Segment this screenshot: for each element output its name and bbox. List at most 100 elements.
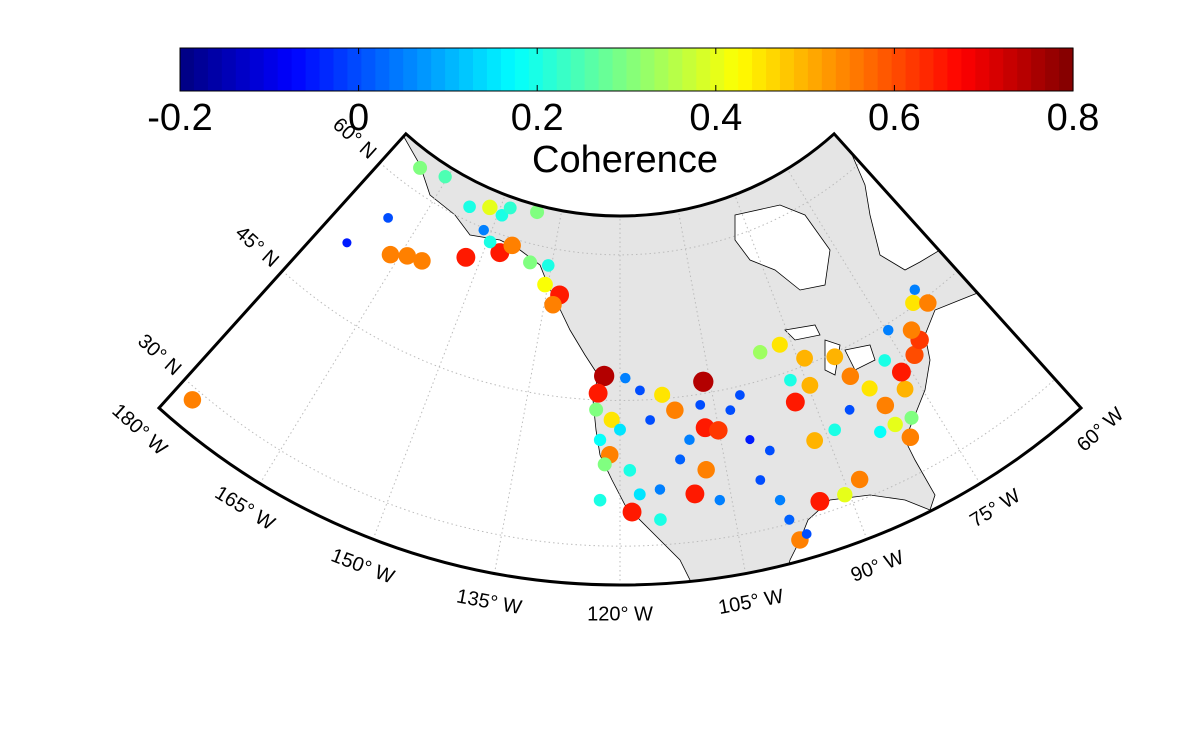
- lat-label: 30° N: [133, 330, 185, 380]
- colorbar-cell: [417, 48, 432, 91]
- colorbar-cell: [766, 48, 781, 91]
- colorbar-cell: [584, 48, 600, 91]
- colorbar-cell: [919, 48, 935, 91]
- colorbar-tick-label: 0.4: [689, 97, 742, 139]
- station-point: [478, 224, 489, 236]
- colorbar-cell: [333, 48, 349, 91]
- colorbar-cell: [793, 48, 809, 91]
- station-point: [589, 402, 604, 417]
- station-point: [801, 529, 812, 539]
- station-point: [413, 252, 431, 270]
- colorbar-cell: [361, 48, 376, 91]
- station-point: [801, 376, 819, 394]
- station-point: [633, 488, 646, 501]
- lon-label: 60° W: [1073, 403, 1128, 456]
- colorbar-tick-label: 0.6: [868, 97, 921, 139]
- station-point: [752, 345, 768, 360]
- colorbar-frame: [179, 47, 1074, 92]
- colorbar-tick-label: 0.8: [1047, 97, 1100, 139]
- station-point: [837, 486, 853, 503]
- station-point: [896, 380, 914, 398]
- station-point: [785, 392, 805, 412]
- station-point: [620, 372, 631, 384]
- colorbar-cell: [235, 48, 251, 91]
- lon-label: 105° W: [717, 585, 786, 619]
- station-point: [882, 324, 894, 336]
- meridian: [786, 168, 981, 484]
- station-point: [530, 205, 545, 220]
- station-point: [666, 401, 684, 419]
- station-point: [413, 160, 428, 175]
- station-point: [383, 212, 394, 223]
- colorbar-cell: [738, 48, 753, 91]
- colorbar-cell: [180, 48, 195, 91]
- colorbar-cell: [1045, 48, 1060, 91]
- station-point: [597, 457, 612, 472]
- station-point: [796, 349, 813, 367]
- station-point: [503, 236, 521, 255]
- station-point: [541, 259, 555, 272]
- colorbar-cell: [445, 48, 460, 91]
- stations: [183, 160, 937, 549]
- station-point: [874, 425, 887, 439]
- colorbar-cell: [779, 48, 795, 91]
- station-point: [675, 454, 686, 465]
- parallel: [184, 378, 1056, 547]
- colorbar-cell: [877, 48, 893, 91]
- colorbar-cell: [305, 48, 321, 91]
- station-point: [654, 386, 671, 403]
- colorbar-cell: [947, 48, 962, 91]
- colorbar-cell: [347, 48, 362, 91]
- station-point: [463, 200, 476, 214]
- station-point: [456, 247, 476, 267]
- station-point: [841, 367, 860, 386]
- colorbar-cell: [263, 48, 279, 91]
- lon-label: 135° W: [455, 585, 524, 619]
- station-point: [594, 365, 615, 387]
- colorbar-cell: [486, 48, 502, 91]
- colorbar-cell: [249, 48, 265, 91]
- colorbar-tick-label: 0.2: [511, 97, 564, 139]
- station-point: [482, 199, 498, 216]
- station-point: [828, 423, 842, 437]
- lat-label: 45° N: [231, 222, 283, 272]
- station-point: [844, 404, 855, 415]
- station-point: [503, 201, 517, 215]
- colorbar-cell: [682, 48, 697, 91]
- station-point: [495, 208, 509, 222]
- lon-label: 150° W: [328, 545, 397, 589]
- land: [399, 133, 1001, 586]
- colorbar-cell: [752, 48, 767, 91]
- station-point: [483, 235, 497, 249]
- colorbar-cell: [891, 48, 907, 91]
- station-point: [784, 514, 795, 525]
- station-point: [891, 362, 911, 382]
- station-point: [902, 321, 921, 339]
- colorbar-cell: [612, 48, 628, 91]
- station-point: [905, 345, 924, 365]
- colorbar-cell: [696, 48, 711, 91]
- station-point: [774, 494, 786, 506]
- colorbar-tick-label: 0: [348, 97, 369, 139]
- station-point: [810, 491, 830, 511]
- colorbar-cell: [905, 48, 921, 91]
- station-point: [861, 380, 878, 397]
- colorbar-cell: [389, 48, 404, 91]
- colorbar-cell: [989, 48, 1004, 91]
- colorbar-cell: [598, 48, 614, 91]
- colorbar-cell: [193, 48, 209, 91]
- colorbar-cell: [542, 48, 558, 91]
- colorbar-cell: [207, 48, 223, 91]
- colorbar-cell: [640, 48, 656, 91]
- station-point: [714, 494, 726, 506]
- station-point: [635, 385, 645, 396]
- colorbar-cell: [459, 48, 474, 91]
- colorbar-cell: [221, 48, 237, 91]
- station-point: [709, 421, 728, 440]
- station-point: [735, 390, 745, 400]
- station-point: [826, 348, 844, 366]
- station-point: [342, 238, 352, 248]
- station-point: [876, 396, 895, 415]
- station-point: [603, 411, 620, 428]
